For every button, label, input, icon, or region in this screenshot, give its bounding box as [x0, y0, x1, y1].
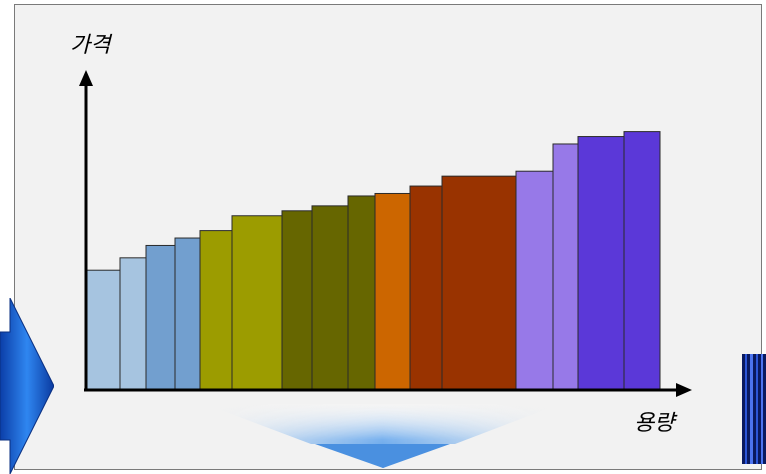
bar-7: [281, 210, 313, 390]
bar-6: [231, 215, 283, 390]
bar-11: [409, 185, 443, 390]
bar-1: [85, 269, 121, 390]
bar-9: [347, 195, 376, 390]
bar-4: [174, 237, 201, 390]
bar-10: [374, 192, 411, 390]
bar-16: [623, 131, 661, 390]
bar-14: [552, 143, 579, 390]
bar-12: [441, 175, 517, 390]
bar-5: [199, 230, 233, 390]
left-arrow-icon: [0, 298, 54, 474]
down-arrow-icon: [205, 404, 560, 468]
bar-8: [311, 205, 349, 390]
y-axis-arrow-icon: [79, 70, 93, 86]
x-axis-arrow-icon: [676, 383, 692, 397]
bar-3: [145, 244, 176, 390]
bars-group: [85, 131, 661, 390]
y-axis-label: 가격: [70, 33, 113, 58]
bar-13: [515, 170, 554, 390]
bar-2: [119, 257, 147, 390]
bar-15: [577, 136, 625, 390]
decorative-bars-icon: [742, 354, 766, 464]
x-axis-label: 용량: [634, 411, 678, 436]
